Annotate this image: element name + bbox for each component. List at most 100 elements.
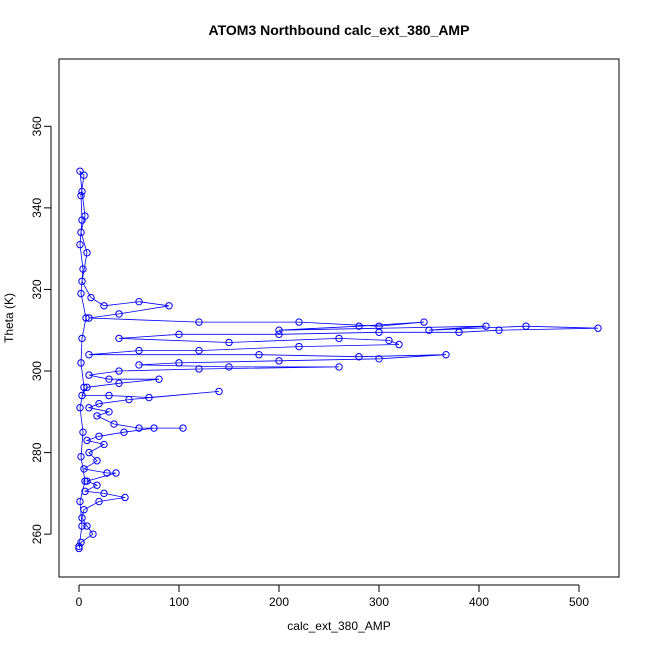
- y-axis-label: Theta (K): [2, 293, 16, 343]
- data-point: [395, 340, 403, 349]
- data-point: [79, 265, 87, 273]
- data-point: [79, 428, 87, 436]
- data-point: [275, 357, 283, 365]
- data-point: [335, 334, 343, 343]
- data-point: [81, 487, 89, 496]
- data-point: [85, 404, 93, 412]
- data-point: [120, 428, 128, 436]
- data-point: [125, 395, 133, 404]
- data-point: [78, 187, 86, 196]
- data-point: [255, 351, 263, 359]
- data-point: [77, 228, 85, 237]
- x-tick-label: 500: [569, 595, 589, 609]
- x-tick-label: 0: [76, 595, 83, 609]
- data-point: [81, 477, 89, 485]
- data-point: [80, 383, 88, 392]
- data-point: [195, 346, 203, 355]
- data-point: [275, 330, 283, 339]
- data-point: [100, 440, 108, 449]
- y-tick-label: 360: [30, 116, 44, 136]
- data-point: [78, 514, 86, 522]
- data-point: [83, 383, 91, 392]
- data-point: [77, 289, 85, 298]
- data-point: [145, 393, 153, 402]
- data-point: [78, 522, 86, 530]
- data-point: [355, 353, 363, 361]
- chart-title: ATOM3 Northbound calc_ext_380_AMP: [209, 22, 470, 38]
- data-point: [295, 318, 303, 326]
- data-point: [195, 318, 203, 326]
- data-point: [93, 412, 101, 420]
- y-axis: 260 280 300 320 340 360: [30, 116, 52, 544]
- data-point: [115, 367, 123, 375]
- data-point: [77, 359, 85, 367]
- data-point: [85, 314, 93, 322]
- data-point: [121, 493, 129, 502]
- data-point: [78, 334, 86, 343]
- data-point: [225, 363, 233, 371]
- data-point: [482, 322, 490, 330]
- data-point: [105, 408, 113, 416]
- data-point: [455, 328, 463, 336]
- data-point: [112, 469, 120, 477]
- data-point: [95, 497, 103, 506]
- data-point: [100, 302, 108, 310]
- data-point: [375, 328, 383, 336]
- data-point: [135, 361, 143, 369]
- data-point: [105, 391, 113, 400]
- data-point: [76, 167, 84, 175]
- y-tick-label: 300: [30, 361, 44, 381]
- x-tick-label: 300: [369, 595, 389, 609]
- data-point: [80, 465, 88, 473]
- y-tick-label: 340: [30, 198, 44, 218]
- data-point: [80, 171, 88, 179]
- data-point: [175, 330, 183, 339]
- data-point: [93, 457, 101, 465]
- data-point: [135, 297, 143, 306]
- data-point: [155, 375, 163, 383]
- y-tick-label: 320: [30, 279, 44, 299]
- data-point: [83, 436, 91, 445]
- y-tick-label: 260: [30, 524, 44, 544]
- data-point: [165, 302, 173, 310]
- data-point: [75, 542, 83, 551]
- x-axis-label: calc_ext_380_AMP: [287, 619, 390, 633]
- data-point: [75, 544, 83, 553]
- data-point: [225, 338, 233, 347]
- x-axis: 0 100 200 300 400 500: [76, 584, 589, 609]
- data-point: [87, 293, 95, 302]
- data-point: [85, 448, 93, 457]
- data-point: [83, 522, 91, 530]
- data-point: [115, 310, 123, 318]
- x-tick-label: 200: [269, 595, 289, 609]
- data-point: [93, 481, 101, 489]
- data-point: [195, 365, 203, 373]
- data-point: [95, 432, 103, 440]
- data-point: [594, 324, 602, 332]
- data-point: [85, 371, 93, 379]
- plot-frame: [58, 58, 620, 578]
- data-point: [420, 318, 428, 326]
- data-point: [78, 391, 86, 400]
- data-point: [335, 363, 343, 371]
- data-point: [150, 424, 158, 432]
- data-point: [375, 355, 383, 363]
- data-point: [495, 326, 503, 334]
- data-point: [179, 424, 187, 432]
- data-point: [77, 452, 85, 461]
- data-point: [78, 277, 86, 285]
- data-point: [76, 404, 84, 412]
- data-point: [110, 420, 118, 428]
- data-point: [425, 326, 433, 334]
- data-point: [80, 506, 88, 514]
- data-point: [295, 342, 303, 351]
- x-tick-label: 400: [469, 595, 489, 609]
- data-point: [100, 489, 108, 498]
- data-point: [135, 346, 143, 355]
- data-point: [385, 336, 393, 345]
- data-point: [115, 379, 123, 387]
- data-layer: [75, 167, 602, 553]
- data-point: [175, 359, 183, 367]
